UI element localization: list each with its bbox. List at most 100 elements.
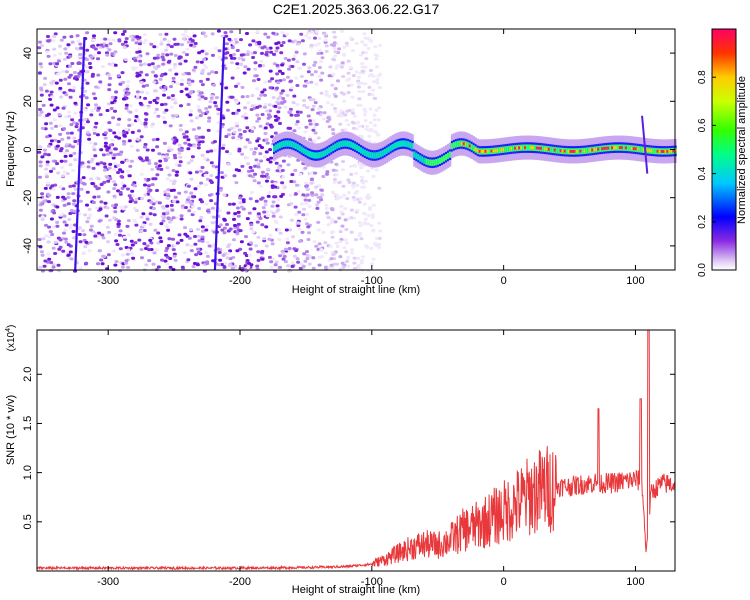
- spectrogram-cell: [357, 97, 362, 101]
- snr-y-tick-label: 1.0: [22, 465, 34, 480]
- spectrogram-cell: [316, 228, 321, 232]
- spectrogram-cell: [258, 152, 263, 156]
- spectrogram-cell: [272, 62, 277, 66]
- spectrogram-cell: [354, 172, 359, 175]
- spectrogram-cell: [161, 52, 165, 56]
- spectrogram-cell: [195, 138, 200, 142]
- spectrogram-cell: [112, 99, 117, 103]
- spectrogram-cell: [356, 264, 361, 267]
- spectrogram-cell: [88, 66, 93, 69]
- spectrogram-signal-body: [577, 148, 580, 155]
- spectrogram-cell: [295, 110, 300, 114]
- spectrogram-cell: [185, 200, 189, 204]
- spectrogram-cell: [189, 249, 194, 253]
- spectrogram-cell: [191, 265, 196, 268]
- spectrogram-cell: [148, 188, 153, 192]
- spectrogram-cell: [275, 204, 280, 208]
- spectrogram-cell: [149, 42, 154, 46]
- spectrogram-cell: [366, 169, 370, 173]
- spectrogram-cell: [193, 242, 198, 246]
- spectrogram-cell: [362, 107, 367, 111]
- spectrogram-cell: [92, 195, 97, 199]
- spectrogram-cell: [167, 220, 172, 224]
- spectrogram-cell: [146, 178, 151, 181]
- spectrogram-cell: [73, 187, 78, 191]
- spectrogram-cell: [331, 128, 335, 132]
- spectrogram-signal-body: [326, 148, 329, 155]
- spectrogram-cell: [160, 205, 165, 209]
- spectrogram-cell: [55, 220, 60, 224]
- spectrogram-cell: [179, 82, 184, 86]
- spectrogram-cell: [130, 189, 135, 193]
- spectrogram-cell: [351, 195, 356, 199]
- spectrogram-cell: [285, 241, 290, 245]
- spectrogram-cell: [144, 263, 149, 267]
- spectrogram-cell: [221, 253, 226, 257]
- spectrogram-cell: [68, 163, 73, 167]
- spectrogram-cell: [189, 202, 194, 206]
- spectrogram-signal-body: [508, 145, 511, 153]
- spectrogram-signal-body: [429, 159, 432, 166]
- spectrogram-cell: [232, 174, 237, 178]
- spectrogram-cell: [117, 117, 122, 121]
- spectrogram-signal-core: [539, 146, 543, 150]
- spectrogram-cell: [53, 32, 58, 36]
- spectrogram-y-tick-label: 20: [22, 95, 34, 107]
- spectrogram-signal-core: [648, 149, 651, 153]
- spectrogram-signal-body: [360, 147, 363, 154]
- spectrogram-cell: [249, 241, 254, 245]
- spectrogram-cell: [262, 105, 267, 109]
- spectrogram-cell: [96, 186, 101, 190]
- spectrogram-cell: [319, 78, 324, 82]
- spectrogram-cell: [358, 124, 362, 128]
- snr-frame: [36, 329, 676, 572]
- spectrogram-cell: [346, 123, 351, 127]
- spectrogram-cell: [296, 224, 301, 227]
- spectrogram-cell: [114, 203, 119, 207]
- spectrogram-cell: [341, 184, 346, 188]
- spectrogram-signal-core: [597, 147, 600, 151]
- spectrogram-signal-body: [379, 150, 383, 158]
- spectrogram-cell: [160, 103, 164, 107]
- spectrogram-cell: [166, 228, 171, 232]
- spectrogram-cell: [183, 206, 188, 209]
- spectrogram-cell: [74, 47, 79, 50]
- spectrogram-cell: [225, 51, 230, 55]
- spectrogram-signal-body: [585, 147, 588, 154]
- spectrogram-cell: [163, 158, 168, 162]
- spectrogram-cell: [85, 58, 90, 61]
- spectrogram-signal-body: [278, 142, 282, 149]
- spectrogram-cell: [211, 259, 216, 263]
- spectrogram-cell: [278, 69, 282, 73]
- spectrogram-cell: [173, 54, 178, 57]
- spectrogram-cell: [116, 171, 121, 174]
- spectrogram-cell: [129, 35, 133, 39]
- spectrogram-cell: [258, 124, 263, 128]
- spectrogram-cell: [291, 235, 295, 239]
- spectrogram-cell: [324, 89, 329, 93]
- spectrogram-cell: [69, 131, 74, 135]
- spectrogram-cell: [346, 178, 351, 182]
- spectrogram-cell: [65, 172, 70, 176]
- spectrogram-cell: [360, 69, 365, 73]
- spectrogram-signal-core: [514, 146, 517, 150]
- spectrogram-cell: [140, 90, 144, 94]
- spectrogram-cell: [83, 89, 88, 93]
- spectrogram-cell: [105, 53, 110, 57]
- spectrogram-cell: [116, 164, 121, 167]
- spectrogram-cell: [85, 203, 89, 207]
- spectrogram-cell: [141, 212, 146, 216]
- spectrogram-cell: [69, 123, 74, 127]
- spectrogram-cell: [150, 183, 155, 187]
- spectrogram-cell: [221, 146, 225, 150]
- spectrogram-cell: [96, 195, 101, 199]
- spectrogram-cell: [255, 87, 260, 91]
- spectrogram-cell: [86, 120, 90, 124]
- spectrogram-cell: [369, 127, 374, 131]
- spectrogram-cell: [134, 197, 139, 201]
- spectrogram-cell: [205, 77, 210, 81]
- spectrogram-cell: [125, 187, 130, 191]
- spectrogram-cell: [167, 59, 172, 63]
- spectrogram-cell: [121, 32, 125, 36]
